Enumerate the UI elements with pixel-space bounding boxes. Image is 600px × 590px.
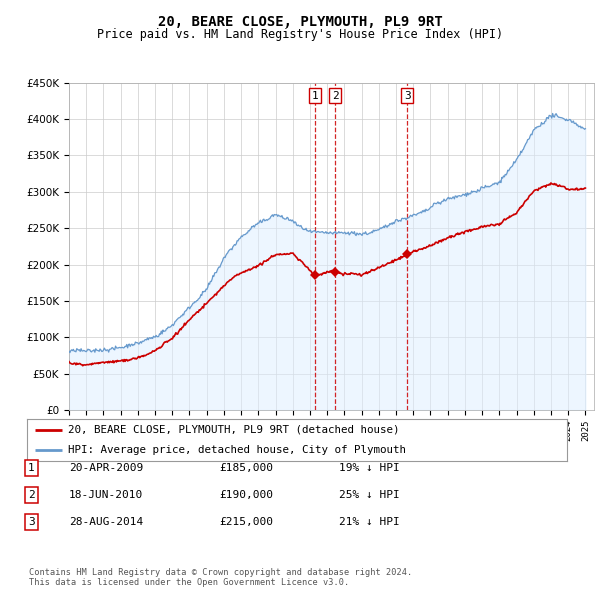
Text: 3: 3 [28,517,35,527]
Text: £215,000: £215,000 [219,517,273,527]
Text: £185,000: £185,000 [219,463,273,473]
Text: Price paid vs. HM Land Registry's House Price Index (HPI): Price paid vs. HM Land Registry's House … [97,28,503,41]
Text: 21% ↓ HPI: 21% ↓ HPI [339,517,400,527]
Text: 1: 1 [312,91,319,101]
Text: 3: 3 [404,91,410,101]
Text: £190,000: £190,000 [219,490,273,500]
Text: 25% ↓ HPI: 25% ↓ HPI [339,490,400,500]
Text: 20-APR-2009: 20-APR-2009 [69,463,143,473]
Text: 2: 2 [28,490,35,500]
Text: This data is licensed under the Open Government Licence v3.0.: This data is licensed under the Open Gov… [29,578,349,587]
Text: 19% ↓ HPI: 19% ↓ HPI [339,463,400,473]
Text: 20, BEARE CLOSE, PLYMOUTH, PL9 9RT (detached house): 20, BEARE CLOSE, PLYMOUTH, PL9 9RT (deta… [67,425,399,435]
Text: 28-AUG-2014: 28-AUG-2014 [69,517,143,527]
Text: 2: 2 [332,91,338,101]
Text: Contains HM Land Registry data © Crown copyright and database right 2024.: Contains HM Land Registry data © Crown c… [29,568,412,577]
Text: HPI: Average price, detached house, City of Plymouth: HPI: Average price, detached house, City… [67,445,406,455]
Text: 1: 1 [28,463,35,473]
Text: 20, BEARE CLOSE, PLYMOUTH, PL9 9RT: 20, BEARE CLOSE, PLYMOUTH, PL9 9RT [158,15,442,30]
Text: 18-JUN-2010: 18-JUN-2010 [69,490,143,500]
